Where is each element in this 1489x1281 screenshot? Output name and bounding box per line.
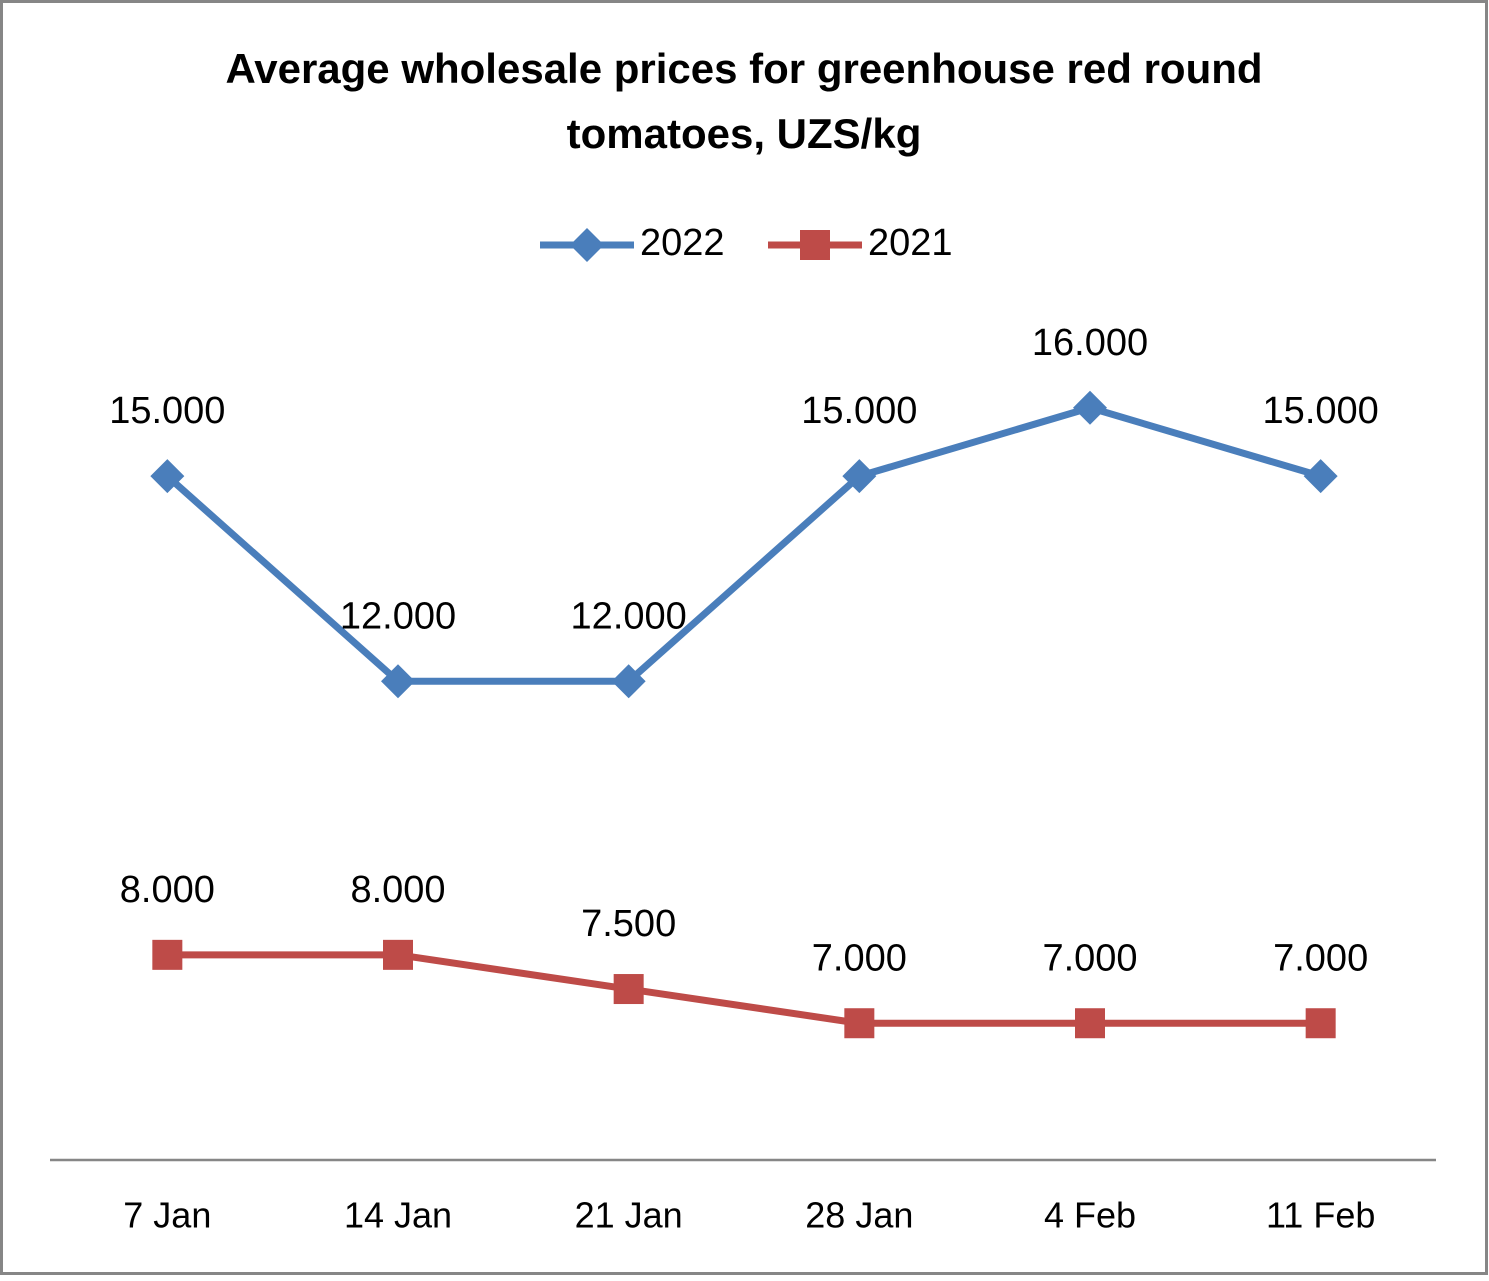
data-label: 7.000 [1042, 937, 1137, 979]
marker [1303, 459, 1338, 494]
marker [383, 939, 413, 970]
data-label: 16.000 [1032, 322, 1148, 364]
series-line [167, 951, 1321, 1027]
data-label: 7.500 [581, 903, 676, 945]
x-tick-label: 21 Jan [575, 1195, 683, 1236]
data-label: 15.000 [1263, 390, 1379, 432]
marker [150, 459, 185, 494]
chart-title: Average wholesale prices for greenhouse … [225, 45, 1262, 157]
marker [152, 939, 183, 970]
x-tick-label: 28 Jan [805, 1195, 913, 1236]
marker [1073, 390, 1107, 425]
data-label: 7.000 [812, 937, 907, 979]
marker [844, 1008, 875, 1039]
legend-marker [570, 228, 604, 262]
data-label: 12.000 [571, 595, 687, 637]
data-label: 12.000 [340, 595, 456, 637]
legend-marker [800, 230, 830, 260]
x-tick-label: 4 Feb [1044, 1195, 1136, 1236]
data-label: 15.000 [109, 390, 225, 432]
marker [1305, 1008, 1336, 1039]
x-tick-label: 11 Feb [1266, 1195, 1375, 1236]
marker [613, 974, 644, 1005]
marker [1075, 1008, 1105, 1039]
x-tick-label: 7 Jan [123, 1195, 211, 1236]
data-label: 15.000 [801, 390, 917, 432]
data-label: 7.000 [1273, 937, 1368, 979]
marker [611, 664, 646, 699]
legend-label: 2022 [640, 222, 725, 264]
legend-label: 2021 [868, 222, 953, 264]
data-label: 8.000 [120, 869, 215, 911]
data-label: 8.000 [350, 869, 445, 911]
series-line [165, 404, 1322, 685]
x-tick-label: 14 Jan [344, 1195, 452, 1236]
marker [842, 459, 877, 494]
marker [381, 664, 415, 699]
